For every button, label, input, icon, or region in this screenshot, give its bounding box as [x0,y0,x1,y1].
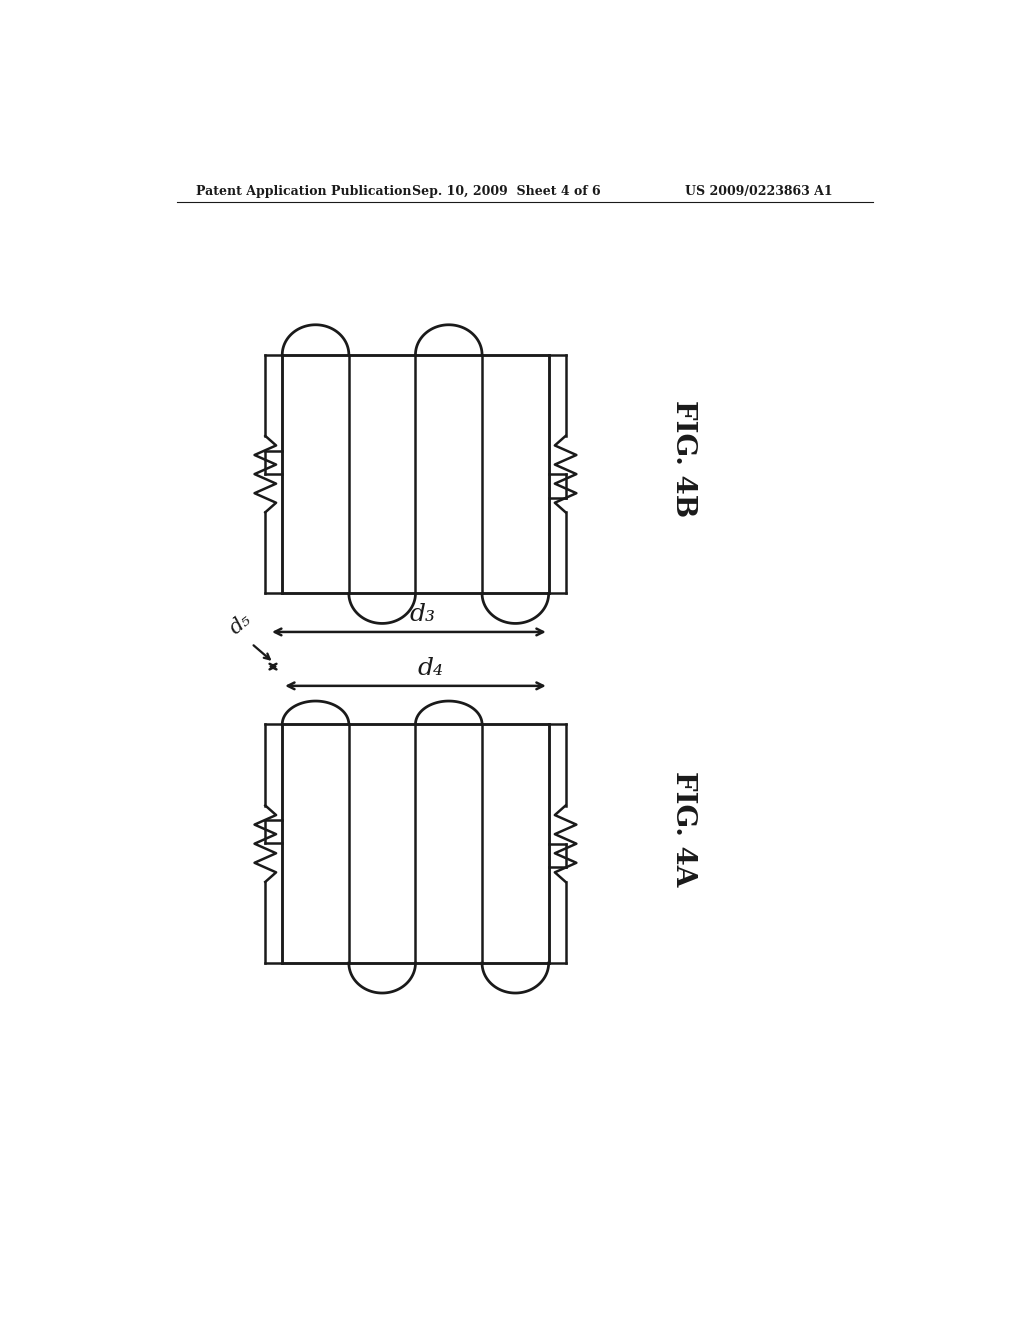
Text: US 2009/0223863 A1: US 2009/0223863 A1 [685,185,833,198]
Text: Sep. 10, 2009  Sheet 4 of 6: Sep. 10, 2009 Sheet 4 of 6 [412,185,600,198]
Text: FIG. 4A: FIG. 4A [670,771,696,886]
Text: FIG. 4B: FIG. 4B [670,400,696,517]
Text: d₃: d₃ [410,603,435,626]
Text: Patent Application Publication: Patent Application Publication [196,185,412,198]
Text: d₄: d₄ [418,656,443,680]
Text: d₅: d₅ [226,610,255,638]
